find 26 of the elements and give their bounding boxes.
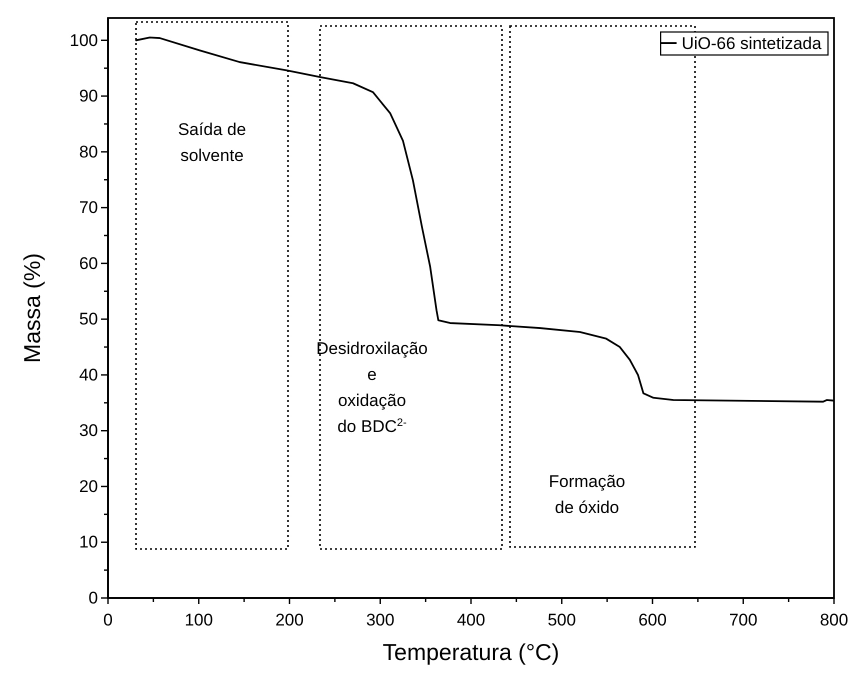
y-tick-label: 30 (79, 421, 98, 440)
x-tick-label: 300 (366, 610, 394, 630)
legend-label: UiO-66 sintetizada (682, 34, 822, 53)
y-tick-label: 80 (79, 142, 98, 162)
y-tick-label: 50 (79, 310, 98, 329)
x-tick-label: 700 (729, 610, 758, 630)
annotation: Saída de solvente (178, 120, 246, 165)
x-tick-label: 0 (103, 610, 113, 630)
y-axis-title: Massa (%) (19, 253, 45, 363)
annotation: Formação de óxido (548, 472, 626, 517)
y-tick-label: 20 (79, 476, 98, 496)
y-tick-label: 40 (79, 365, 98, 384)
x-tick-label: 800 (820, 610, 848, 630)
y-tick-label: 60 (79, 254, 98, 273)
x-tick-label: 400 (456, 610, 486, 630)
y-tick-label: 10 (79, 532, 98, 552)
y-tick-label: 70 (79, 198, 98, 218)
y-tick-label: 90 (79, 86, 98, 106)
y-tick-label: 0 (88, 588, 98, 608)
x-tick-label: 200 (275, 610, 304, 630)
x-tick-label: 600 (638, 610, 667, 630)
x-tick-label: 500 (548, 610, 576, 630)
annotation: Desidroxilação e oxidação do BDC$^{2-}$ (316, 339, 428, 436)
x-axis-title: Temperatura (°C) (382, 639, 560, 665)
y-tick-label: 100 (70, 30, 98, 50)
x-tick-label: 100 (184, 610, 213, 630)
